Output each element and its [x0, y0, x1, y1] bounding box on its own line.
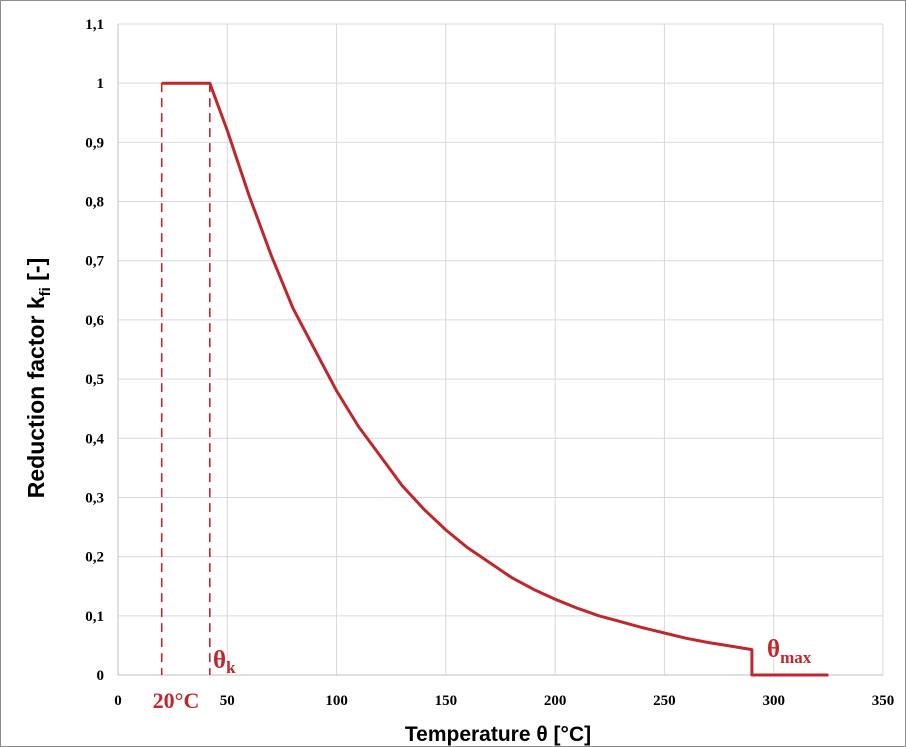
annotation-theta-max-main: θ [767, 636, 780, 663]
y-tick-label: 0,1 [85, 609, 104, 625]
y-tick-label: 1 [97, 76, 105, 92]
reference-lines [160, 83, 211, 675]
annotation-theta-k-main: θ [213, 647, 226, 674]
x-tick-label: 0 [114, 693, 122, 709]
annotation-theta-k-sub: k [226, 658, 236, 677]
y-axis-title: Reduction factor kfi [-] [23, 258, 54, 498]
x-tick-label: 250 [653, 693, 676, 709]
y-tick-label: 0,5 [85, 372, 104, 388]
y-axis-title-suffix: [-] [23, 258, 49, 287]
y-tick-label: 0,4 [85, 431, 104, 447]
x-tick-label: 100 [325, 693, 348, 709]
annotation-theta-max-sub: max [780, 648, 812, 667]
annotation-20c: 20°C [153, 688, 200, 713]
x-tick-label: 50 [220, 693, 235, 709]
annotation-theta-k: θk [213, 647, 236, 677]
annotation-theta-max: θmax [767, 636, 812, 667]
y-axis-title-main: Reduction factor k [23, 296, 49, 498]
series-line [161, 81, 829, 677]
axes [117, 24, 883, 676]
y-tick-label: 0,3 [85, 490, 104, 506]
y-tick-label: 1,1 [85, 17, 104, 33]
series [161, 81, 829, 677]
y-tick-label: 0,7 [85, 254, 104, 270]
x-tick-label: 350 [872, 693, 895, 709]
y-tick-label: 0,9 [85, 135, 104, 151]
x-tick-label: 300 [762, 693, 785, 709]
tick-labels: 0 0,1 0,2 0,3 0,4 0,5 0,6 0,7 0,8 0,9 1 1,1 0 50 100 15… [85, 17, 894, 709]
y-tick-label: 0,8 [85, 195, 104, 211]
x-tick-label: 150 [435, 693, 458, 709]
y-tick-label: 0,2 [85, 550, 104, 566]
y-axis-title-sub: fi [37, 287, 54, 296]
y-tick-label: 0 [97, 668, 105, 684]
grid [118, 23, 884, 675]
y-tick-label: 0,6 [85, 313, 104, 329]
x-axis-title: Temperature θ [°C] [405, 723, 591, 746]
x-tick-label: 200 [544, 693, 567, 709]
